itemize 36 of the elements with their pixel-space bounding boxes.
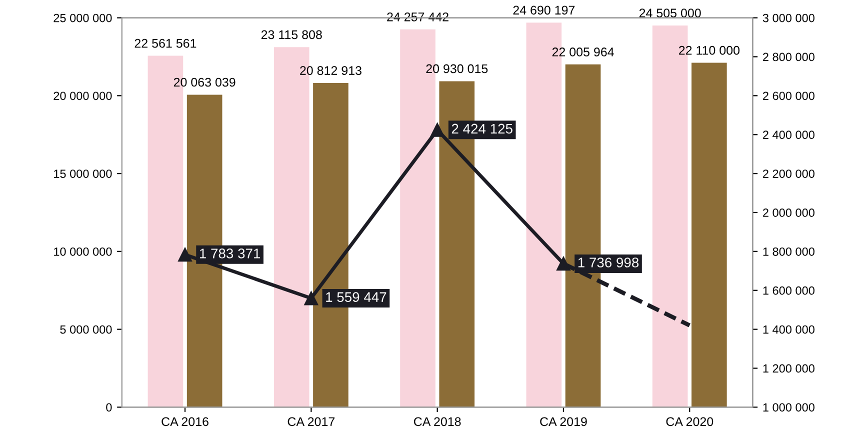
x-tick-label: CA 2018 bbox=[414, 417, 461, 426]
data-label: 20 812 913 bbox=[300, 66, 362, 75]
y2-tick-label: 1 400 000 bbox=[763, 325, 814, 334]
y2-tick-label: 1 600 000 bbox=[763, 286, 814, 295]
y2-tick-label: 1 000 000 bbox=[763, 403, 814, 412]
data-label: 24 690 197 bbox=[513, 6, 575, 15]
x-tick-label: CA 2016 bbox=[162, 417, 208, 426]
y2-tick-label: 3 000 000 bbox=[762, 14, 814, 22]
y-tick-label: 10 000 000 bbox=[54, 247, 112, 256]
data-label: 22 005 964 bbox=[552, 48, 614, 56]
y2-tick-label: 2 600 000 bbox=[763, 92, 814, 100]
y2-tick-label: 1 200 000 bbox=[763, 364, 814, 373]
x-tick-label: CA 2017 bbox=[288, 417, 335, 426]
y-tick-label: 0 bbox=[106, 403, 112, 412]
data-label: 1 783 371 bbox=[200, 248, 260, 258]
data-label: 24 257 442 bbox=[387, 12, 448, 22]
data-label: 24 505 000 bbox=[639, 8, 701, 18]
y-tick-label: 20 000 000 bbox=[54, 92, 112, 100]
y-tick-label: 25 000 000 bbox=[54, 14, 112, 22]
y-tick-label: 5 000 000 bbox=[60, 325, 112, 334]
data-label: 23 115 808 bbox=[261, 30, 322, 40]
y-tick-label: 15 000 000 bbox=[54, 170, 112, 178]
y2-tick-label: 2 200 000 bbox=[763, 170, 814, 178]
data-label: 22 561 561 bbox=[134, 38, 196, 48]
y2-tick-label: 2 800 000 bbox=[763, 52, 814, 62]
y2-tick-label: 2 000 000 bbox=[763, 208, 814, 217]
x-tick-label: CA 2020 bbox=[666, 417, 714, 426]
data-label: 20 063 039 bbox=[174, 78, 236, 87]
data-label: 20 930 015 bbox=[426, 64, 488, 74]
data-label: 22 110 000 bbox=[678, 46, 740, 55]
y2-tick-label: 2 400 000 bbox=[763, 130, 814, 140]
data-label: 2 424 125 bbox=[452, 124, 512, 134]
data-label: 1 559 447 bbox=[326, 292, 386, 302]
y2-tick-label: 1 800 000 bbox=[763, 247, 814, 256]
data-label: 1 736 998 bbox=[578, 258, 639, 268]
x-tick-label: CA 2019 bbox=[540, 417, 587, 426]
